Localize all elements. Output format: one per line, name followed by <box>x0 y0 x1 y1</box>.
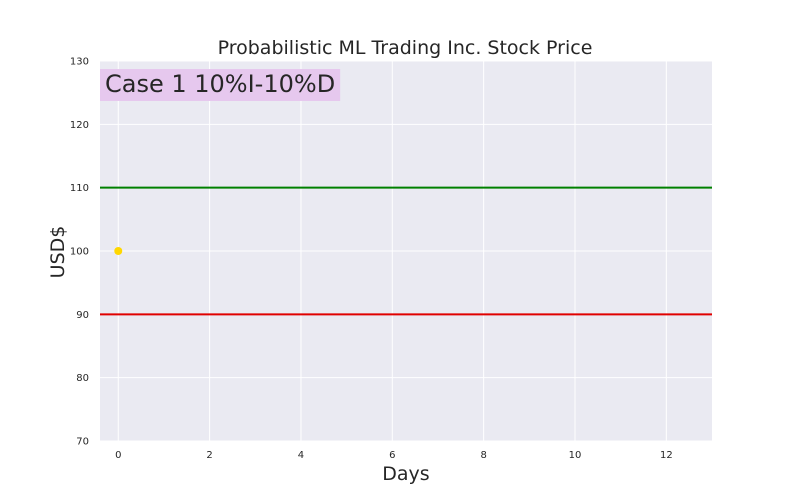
chart-title: Probabilistic ML Trading Inc. Stock Pric… <box>218 37 593 59</box>
x-tick-label: 0 <box>115 450 121 461</box>
y-tick-label: 70 <box>76 437 89 448</box>
x-tick-label: 4 <box>298 450 304 461</box>
y-tick-label: 110 <box>70 183 89 194</box>
data-point <box>114 247 123 255</box>
threshold-lines <box>100 186 712 316</box>
y-tick-label: 130 <box>70 57 89 68</box>
x-axis-label: Days <box>382 463 429 485</box>
y-tick-labels: 70 80 90 100 110 120 130 <box>70 57 89 448</box>
annotation-box <box>100 69 341 101</box>
y-axis-label: USD$ <box>47 226 69 279</box>
x-tick-label: 12 <box>660 450 673 461</box>
x-tick-label: 10 <box>569 450 582 461</box>
annotation-text: Case 1 10%I-10%D <box>105 70 335 98</box>
x-tick-labels: 0 2 4 6 8 10 12 <box>115 450 673 461</box>
y-tick-label: 120 <box>70 120 89 131</box>
data-points <box>114 247 123 255</box>
y-tick-label: 90 <box>76 310 89 321</box>
x-tick-label: 2 <box>206 450 212 461</box>
y-tick-label: 100 <box>70 247 89 258</box>
y-tick-label: 80 <box>76 373 89 384</box>
x-tick-label: 8 <box>480 450 486 461</box>
x-tick-label: 6 <box>389 450 395 461</box>
